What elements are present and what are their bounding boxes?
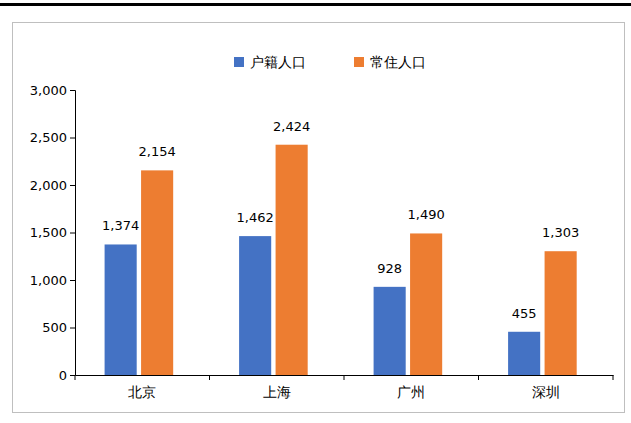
y-tick: 0 bbox=[59, 368, 75, 383]
data-label: 1,374 bbox=[102, 218, 139, 233]
y-axis: 0 500 1,000 1,500 2,000 2,500 3,000 bbox=[30, 83, 76, 383]
legend-swatch bbox=[354, 57, 364, 67]
plot: 1,374 1,462 928 455 2,154 2,424 1,490 1,303 0 500… bbox=[30, 83, 614, 400]
legend-swatch bbox=[234, 57, 244, 67]
legend-item: 户籍人口 bbox=[234, 54, 306, 70]
y-tick-label: 3,000 bbox=[30, 83, 67, 98]
y-axis-line bbox=[70, 91, 76, 376]
x-tick: 北京 bbox=[128, 375, 156, 400]
y-tick: 1,500 bbox=[30, 225, 75, 240]
y-tick-label: 500 bbox=[42, 320, 67, 335]
bar bbox=[410, 233, 442, 375]
data-label: 1,490 bbox=[408, 207, 445, 222]
category-separator bbox=[344, 375, 345, 380]
y-tick-label: 2,500 bbox=[30, 130, 67, 145]
frame bbox=[13, 23, 625, 413]
category-separator bbox=[209, 375, 210, 380]
x-axis: 北京 上海 广州 深圳 bbox=[76, 375, 614, 400]
data-label: 455 bbox=[512, 306, 537, 321]
bar bbox=[545, 251, 577, 375]
bars bbox=[105, 145, 577, 375]
y-tick-mark bbox=[70, 375, 75, 376]
y-tick-mark bbox=[70, 185, 75, 186]
y-tick-mark bbox=[70, 233, 75, 234]
x-tick-label: 广州 bbox=[397, 384, 425, 400]
x-tick-label: 上海 bbox=[263, 384, 291, 400]
y-tick-label: 0 bbox=[59, 368, 67, 383]
y-tick: 500 bbox=[42, 320, 75, 335]
x-tick-label: 深圳 bbox=[532, 384, 560, 400]
bar bbox=[239, 236, 271, 375]
y-tick: 1,000 bbox=[30, 273, 75, 288]
category-separator bbox=[478, 375, 479, 380]
x-tick-label: 北京 bbox=[128, 384, 156, 400]
y-tick-label: 1,500 bbox=[30, 225, 67, 240]
data-label: 2,154 bbox=[139, 144, 176, 159]
data-label: 928 bbox=[377, 261, 402, 276]
legend: 户籍人口 常住人口 bbox=[234, 54, 426, 70]
y-tick-mark bbox=[70, 90, 75, 91]
legend-label: 常住人口 bbox=[370, 54, 426, 70]
chart: 1,374 1,462 928 455 2,154 2,424 1,490 1,303 0 500… bbox=[0, 0, 631, 423]
y-tick-label: 2,000 bbox=[30, 178, 67, 193]
data-label: 1,303 bbox=[542, 225, 579, 240]
category-separator bbox=[613, 375, 614, 380]
x-tick: 上海 bbox=[263, 375, 291, 400]
bar bbox=[374, 287, 406, 375]
data-label: 1,462 bbox=[237, 210, 274, 225]
x-tick: 深圳 bbox=[532, 375, 560, 400]
top-rule bbox=[0, 3, 631, 6]
bar bbox=[508, 332, 540, 375]
bar bbox=[105, 244, 137, 375]
category-separator bbox=[75, 375, 76, 380]
data-labels: 1,374 1,462 928 455 2,154 2,424 1,490 1,303 bbox=[102, 119, 579, 321]
bar bbox=[276, 145, 308, 375]
legend-item: 常住人口 bbox=[354, 54, 426, 70]
y-tick: 2,000 bbox=[30, 178, 75, 193]
y-tick-mark bbox=[70, 280, 75, 281]
data-label: 2,424 bbox=[273, 119, 310, 134]
y-tick-mark bbox=[70, 138, 75, 139]
x-tick: 广州 bbox=[397, 375, 425, 400]
y-tick-label: 1,000 bbox=[30, 273, 67, 288]
y-tick: 2,500 bbox=[30, 130, 75, 145]
legend-label: 户籍人口 bbox=[250, 54, 306, 70]
y-tick-mark bbox=[70, 328, 75, 329]
y-tick: 3,000 bbox=[30, 83, 75, 98]
bar bbox=[141, 170, 173, 375]
